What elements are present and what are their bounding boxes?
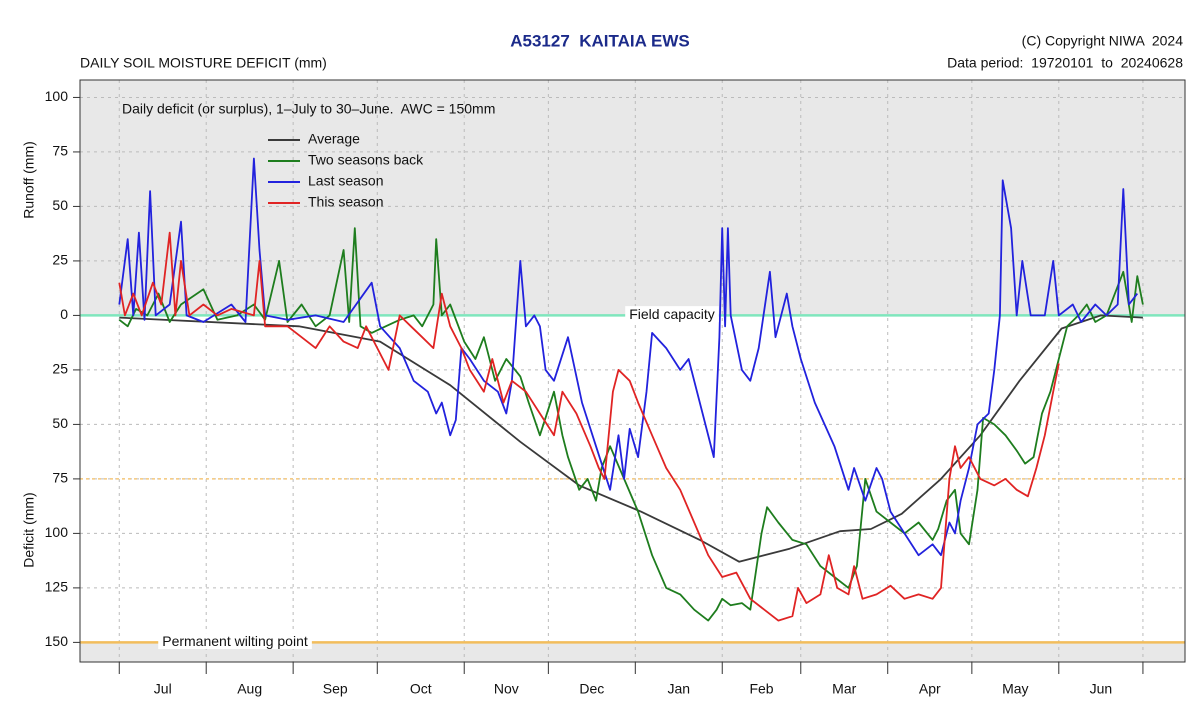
reference-label: Field capacity: [629, 306, 715, 322]
reference-label-bg: [625, 306, 719, 323]
x-tick-label: Feb: [749, 681, 773, 697]
y-tick-label: 75: [52, 470, 68, 486]
data-period: Data period: 19720101 to 20240628: [947, 55, 1183, 71]
y-tick-label: 50: [52, 197, 68, 213]
x-tick-label: Dec: [579, 681, 604, 697]
note: Daily deficit (or surplus), 1–July to 30…: [122, 101, 495, 117]
chart-title: A53127 KAITAIA EWS: [510, 31, 690, 50]
y-tick-label: 25: [52, 252, 68, 268]
x-tick-label: Sep: [323, 681, 348, 697]
x-tick-label: Jun: [1090, 681, 1113, 697]
x-tick-label: Aug: [237, 681, 262, 697]
series-line: [118, 231, 1060, 622]
chart-subtitle: DAILY SOIL MOISTURE DEFICIT (mm): [80, 55, 327, 71]
wilting-zone: [80, 642, 1185, 662]
y-tick-label: 0: [60, 306, 68, 322]
x-tick-label: Jul: [154, 681, 172, 697]
y-tick-label: 25: [52, 361, 68, 377]
reference-label: Permanent wilting point: [162, 633, 308, 649]
x-tick-label: May: [1002, 681, 1028, 697]
legend-label: This season: [308, 194, 383, 210]
y-axis-label: Runoff (mm): [21, 141, 37, 219]
y-tick-label: 125: [45, 579, 69, 595]
y-tick-label: 50: [52, 415, 68, 431]
x-tick-label: Oct: [410, 681, 432, 697]
series-line: [118, 227, 1144, 622]
y-tick-label: 100: [45, 88, 69, 104]
y-axis-label: Deficit (mm): [21, 492, 37, 567]
x-tick-label: Nov: [494, 681, 519, 697]
y-tick-label: 100: [45, 524, 69, 540]
series-line: [119, 314, 1143, 563]
plot-frame: [79, 79, 1186, 663]
series-line: [118, 157, 1139, 557]
y-tick-label: 150: [45, 633, 69, 649]
x-tick-label: Jan: [667, 681, 690, 697]
x-tick-label: Mar: [832, 681, 856, 697]
legend-label: Two seasons back: [308, 152, 424, 168]
y-tick-label: 75: [52, 143, 68, 159]
legend-label: Last season: [308, 173, 384, 189]
reference-label-bg: [158, 633, 312, 650]
x-tick-label: Apr: [919, 681, 941, 697]
legend-label: Average: [308, 131, 360, 147]
copyright: (C) Copyright NIWA 2024: [1022, 33, 1184, 49]
